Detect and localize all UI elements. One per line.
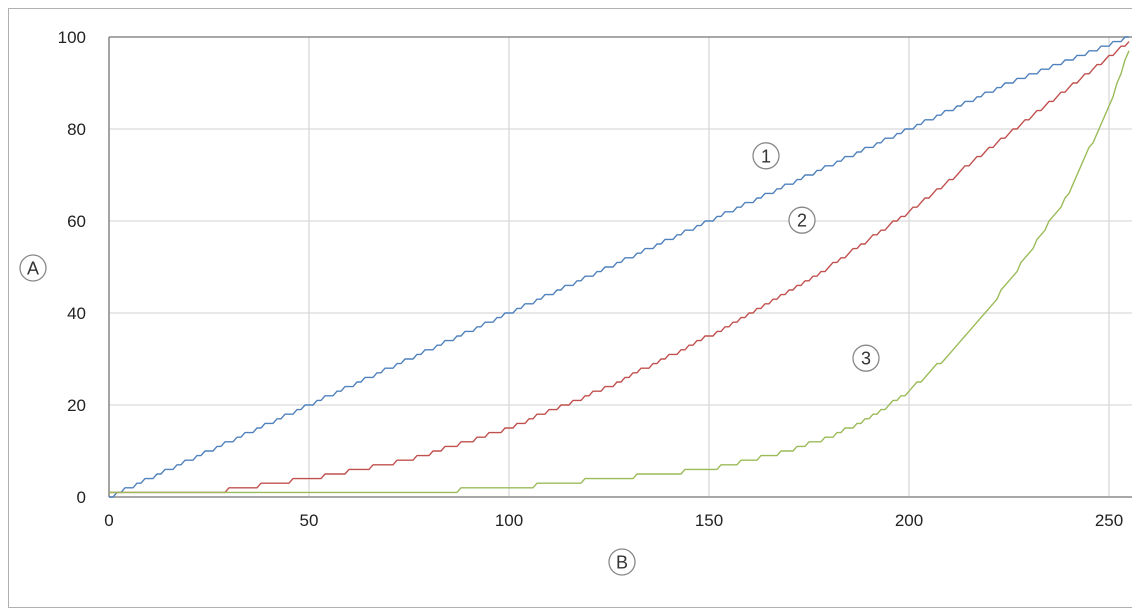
- y-tick-label: 20: [67, 396, 86, 415]
- x-axis-label-circle: [608, 548, 636, 576]
- axes: [108, 36, 1132, 498]
- series-markers: 1 2 3: [752, 142, 880, 372]
- series-line-2: [109, 41, 1130, 494]
- series-line-1: [109, 36, 1129, 498]
- x-axis-label: B: [616, 553, 628, 573]
- x-tick-label: 50: [300, 511, 319, 530]
- x-tick-label: 0: [104, 511, 113, 530]
- x-tick-label: 100: [495, 511, 523, 530]
- series-marker-circle-2: [788, 206, 816, 234]
- series-marker-circle-1: [752, 142, 780, 170]
- x-tick-label: 150: [695, 511, 723, 530]
- x-tick-label: 200: [895, 511, 923, 530]
- y-tick-label: 60: [67, 212, 86, 231]
- x-tick-label: 250: [1095, 511, 1123, 530]
- chart-frame: [8, 8, 1132, 608]
- series-line-3: [109, 50, 1130, 494]
- series-marker-circle-3: [852, 344, 880, 372]
- y-tick-label: 100: [58, 28, 86, 47]
- series-marker-label-3: 3: [861, 349, 871, 369]
- line-chart: 0 50 100 150 200 250 0 20 40 60 80 100 1 2 3 A B: [19, 28, 1132, 576]
- y-axis-label-circle: [19, 254, 47, 282]
- series-marker-label-2: 2: [797, 211, 807, 231]
- series-lines: [109, 36, 1130, 498]
- y-tick-label: 0: [77, 488, 86, 507]
- y-tick-label: 40: [67, 304, 86, 323]
- y-axis-label: A: [27, 259, 39, 279]
- y-tick-labels: 0 20 40 60 80 100: [58, 28, 86, 507]
- y-tick-label: 80: [67, 120, 86, 139]
- grid-lines: [109, 37, 1132, 497]
- x-tick-labels: 0 50 100 150 200 250: [104, 511, 1123, 530]
- axis-labels: A B: [19, 254, 636, 576]
- series-marker-label-1: 1: [761, 146, 771, 166]
